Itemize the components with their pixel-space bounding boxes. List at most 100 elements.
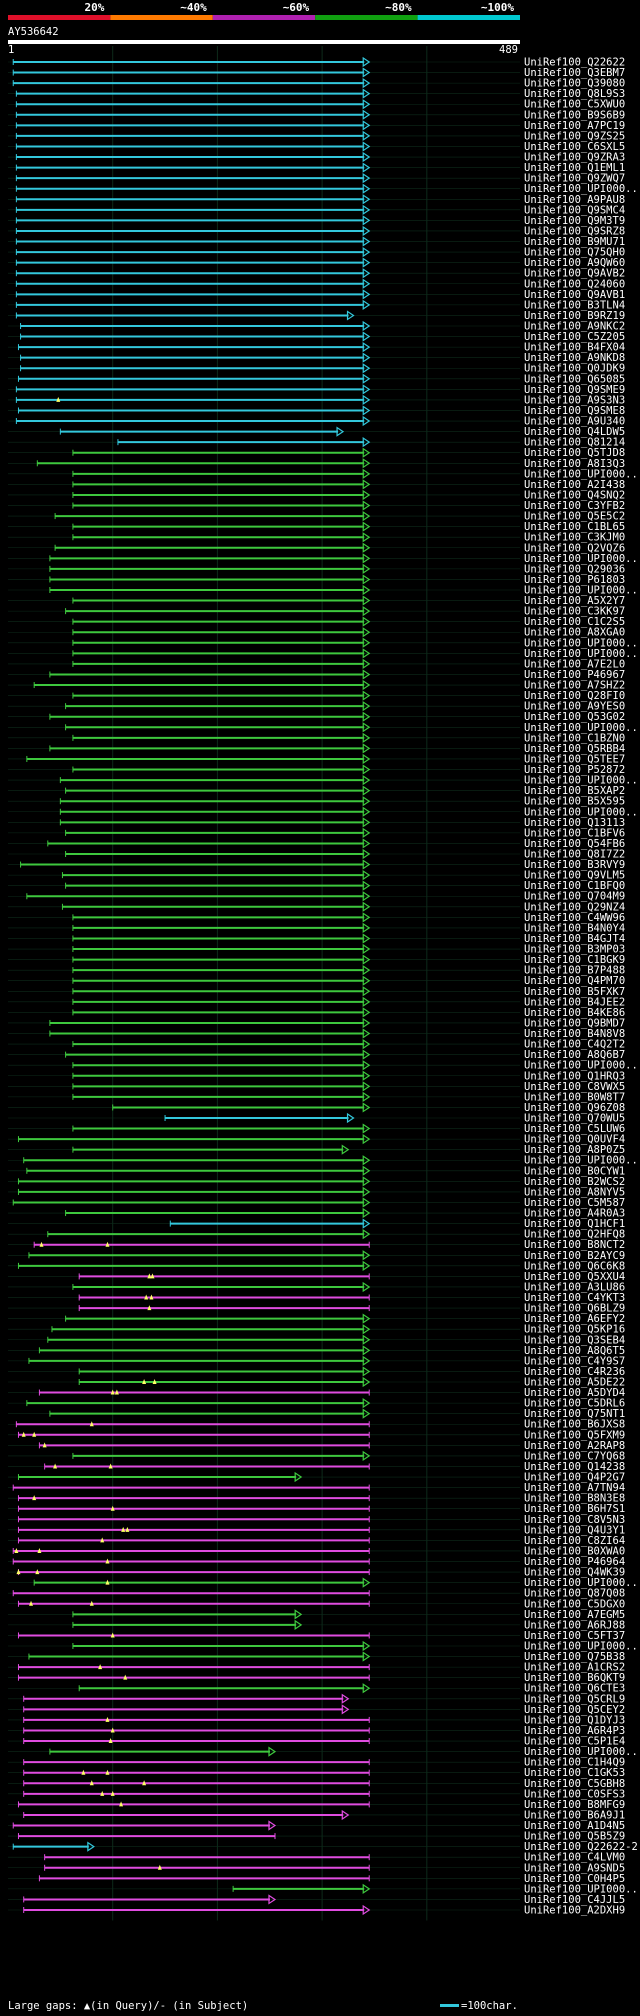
- hit-id-label[interactable]: UniRef100_C0SFS3: [524, 1788, 625, 1800]
- hit-id-label[interactable]: UniRef100_C5GBH8: [524, 1778, 625, 1790]
- hit-id-label[interactable]: UniRef100_UPI000...: [524, 775, 640, 787]
- hit-id-label[interactable]: UniRef100_UPI000...: [524, 637, 640, 649]
- hit-row[interactable]: UniRef100_Q5B5Z9: [17, 1831, 625, 1843]
- hit-row[interactable]: UniRef100_Q5RBB4: [49, 743, 625, 755]
- hit-row[interactable]: UniRef100_A8P0Z5: [72, 1144, 625, 1156]
- hit-id-label[interactable]: UniRef100_Q5FXM9: [524, 1429, 625, 1441]
- hit-row[interactable]: UniRef100_C1BGK9: [72, 954, 625, 966]
- hit-id-label[interactable]: UniRef100_B8MFG9: [524, 1799, 625, 1811]
- hit-row[interactable]: UniRef100_Q22622-2: [12, 1841, 638, 1853]
- hit-row[interactable]: UniRef100_A9PAU8: [15, 194, 625, 206]
- hit-row[interactable]: UniRef100_C8ZI64: [17, 1535, 625, 1547]
- hit-row[interactable]: UniRef100_B6QKT9: [17, 1672, 625, 1684]
- hit-id-label[interactable]: UniRef100_C8VWX5: [524, 1081, 625, 1093]
- hit-row[interactable]: UniRef100_B5FXK7: [72, 986, 625, 998]
- hit-id-label[interactable]: UniRef100_UPI000...: [524, 1883, 640, 1895]
- hit-id-label[interactable]: UniRef100_Q70WU5: [524, 1113, 625, 1125]
- hit-id-label[interactable]: UniRef100_B9MU71: [524, 236, 625, 248]
- hit-row[interactable]: UniRef100_A4R0A3: [65, 1208, 626, 1220]
- hit-id-label[interactable]: UniRef100_C5M587: [524, 1197, 625, 1209]
- hit-id-label[interactable]: UniRef100_Q14238: [524, 1461, 625, 1473]
- hit-id-label[interactable]: UniRef100_UPI000...: [524, 553, 640, 565]
- hit-row[interactable]: UniRef100_B5XAP2: [65, 785, 626, 797]
- hit-id-label[interactable]: UniRef100_A9U340: [524, 416, 625, 428]
- hit-row[interactable]: UniRef100_UPI000...: [15, 183, 640, 195]
- hit-row[interactable]: UniRef100_B9RZ19: [15, 310, 625, 322]
- hit-row[interactable]: UniRef100_UPI000...: [72, 648, 640, 660]
- hit-id-label[interactable]: UniRef100_A5DYD4: [524, 1387, 625, 1399]
- hit-id-label[interactable]: UniRef100_B0W8T7: [524, 1091, 625, 1103]
- hit-row[interactable]: UniRef100_B6A9J1: [23, 1809, 625, 1821]
- hit-row[interactable]: UniRef100_A9NKD8: [20, 352, 626, 364]
- hit-row[interactable]: UniRef100_C5LUW6: [72, 1123, 625, 1135]
- hit-row[interactable]: UniRef100_A5DYD4: [38, 1387, 625, 1399]
- hit-row[interactable]: UniRef100_Q70WU5: [164, 1113, 625, 1125]
- hit-row[interactable]: UniRef100_C3YFB2: [72, 500, 625, 512]
- hit-row[interactable]: UniRef100_Q53G02: [49, 711, 625, 723]
- hit-id-label[interactable]: UniRef100_A2DXH9: [524, 1905, 625, 1917]
- hit-id-label[interactable]: UniRef100_C3KJM0: [524, 532, 625, 544]
- hit-id-label[interactable]: UniRef100_B5FXK7: [524, 986, 625, 998]
- hit-id-label[interactable]: UniRef100_P46967: [524, 669, 625, 681]
- hit-id-label[interactable]: UniRef100_Q6BLZ9: [524, 1303, 625, 1315]
- hit-row[interactable]: UniRef100_A8I3Q3: [36, 458, 625, 470]
- hit-id-label[interactable]: UniRef100_Q5B5Z9: [524, 1831, 625, 1843]
- hit-row[interactable]: UniRef100_Q4PM70: [72, 975, 625, 987]
- hit-row[interactable]: UniRef100_Q9ZRA3: [15, 152, 625, 164]
- hit-id-label[interactable]: UniRef100_B5X595: [524, 796, 625, 808]
- hit-row[interactable]: UniRef100_Q2VQZ6: [54, 542, 625, 554]
- hit-row[interactable]: UniRef100_C1C2S5: [72, 616, 625, 628]
- hit-row[interactable]: UniRef100_C5FT37: [17, 1630, 625, 1642]
- hit-row[interactable]: UniRef100_Q87Q08: [12, 1588, 625, 1600]
- hit-row[interactable]: UniRef100_Q4P2G7: [17, 1472, 625, 1484]
- hit-id-label[interactable]: UniRef100_Q75B38: [524, 1651, 625, 1663]
- hit-row[interactable]: UniRef100_A9NKC2: [20, 321, 626, 333]
- hit-id-label[interactable]: UniRef100_P46964: [524, 1556, 625, 1568]
- hit-row[interactable]: UniRef100_A6R4P3: [23, 1725, 625, 1737]
- hit-id-label[interactable]: UniRef100_Q9BMD7: [524, 1017, 625, 1029]
- hit-id-label[interactable]: UniRef100_B4N8V8: [524, 1028, 625, 1040]
- hit-row[interactable]: UniRef100_C4R236: [78, 1366, 625, 1378]
- hit-id-label[interactable]: UniRef100_A5DE22: [524, 1377, 625, 1389]
- hit-id-label[interactable]: UniRef100_C1BZN0: [524, 732, 625, 744]
- hit-id-label[interactable]: UniRef100_B5XAP2: [524, 785, 625, 797]
- hit-id-label[interactable]: UniRef100_Q9ZRA3: [524, 152, 625, 164]
- hit-id-label[interactable]: UniRef100_C4Q2T2: [524, 1039, 625, 1051]
- hit-id-label[interactable]: UniRef100_C1BFV6: [524, 827, 625, 839]
- hit-id-label[interactable]: UniRef100_B4FX04: [524, 342, 625, 354]
- hit-id-label[interactable]: UniRef100_Q9SMC4: [524, 204, 625, 216]
- hit-row[interactable]: UniRef100_A2I438: [72, 479, 625, 491]
- hit-id-label[interactable]: UniRef100_C5Z205: [524, 331, 625, 343]
- hit-row[interactable]: UniRef100_C1BFQ0: [65, 880, 626, 892]
- hit-row[interactable]: UniRef100_A2DXH9: [23, 1905, 625, 1917]
- hit-id-label[interactable]: UniRef100_Q2HFQ8: [524, 1229, 625, 1241]
- hit-id-label[interactable]: UniRef100_P61803: [524, 574, 625, 586]
- hit-row[interactable]: UniRef100_P52872: [72, 764, 625, 776]
- hit-id-label[interactable]: UniRef100_UPI000...: [524, 585, 640, 597]
- hit-id-label[interactable]: UniRef100_Q4PM70: [524, 975, 625, 987]
- hit-row[interactable]: UniRef100_Q5TJD8: [72, 447, 625, 459]
- hit-row[interactable]: UniRef100_UPI000...: [59, 806, 640, 818]
- hit-row[interactable]: UniRef100_A1D4N5: [12, 1820, 625, 1832]
- hit-id-label[interactable]: UniRef100_Q9ZS25: [524, 130, 625, 142]
- hit-id-label[interactable]: UniRef100_Q54FB6: [524, 838, 625, 850]
- hit-row[interactable]: UniRef100_P46964: [12, 1556, 625, 1568]
- hit-row[interactable]: UniRef100_A9QW60: [15, 257, 625, 269]
- hit-row[interactable]: UniRef100_B2WCS2: [17, 1176, 625, 1188]
- hit-row[interactable]: UniRef100_Q28FI0: [72, 690, 625, 702]
- hit-id-label[interactable]: UniRef100_A4R0A3: [524, 1208, 625, 1220]
- hit-row[interactable]: UniRef100_Q704M9: [26, 891, 625, 903]
- hit-row[interactable]: UniRef100_Q81214: [117, 437, 625, 449]
- hit-row[interactable]: UniRef100_B8MFG9: [17, 1799, 625, 1811]
- hit-id-label[interactable]: UniRef100_A7E2L0: [524, 658, 625, 670]
- hit-row[interactable]: UniRef100_Q9BMD7: [49, 1017, 625, 1029]
- hit-row[interactable]: UniRef100_Q39080: [12, 78, 625, 90]
- hit-id-label[interactable]: UniRef100_Q28FI0: [524, 690, 625, 702]
- hit-id-label[interactable]: UniRef100_Q704M9: [524, 891, 625, 903]
- hit-row[interactable]: UniRef100_C4YKT3: [78, 1292, 625, 1304]
- hit-id-label[interactable]: UniRef100_B2WCS2: [524, 1176, 625, 1188]
- hit-row[interactable]: UniRef100_Q75NT1: [49, 1408, 625, 1420]
- hit-id-label[interactable]: UniRef100_UPI000...: [524, 722, 640, 734]
- hit-row[interactable]: UniRef100_C6SXL5: [15, 141, 625, 153]
- hit-row[interactable]: UniRef100_C7YQ68: [72, 1450, 625, 1462]
